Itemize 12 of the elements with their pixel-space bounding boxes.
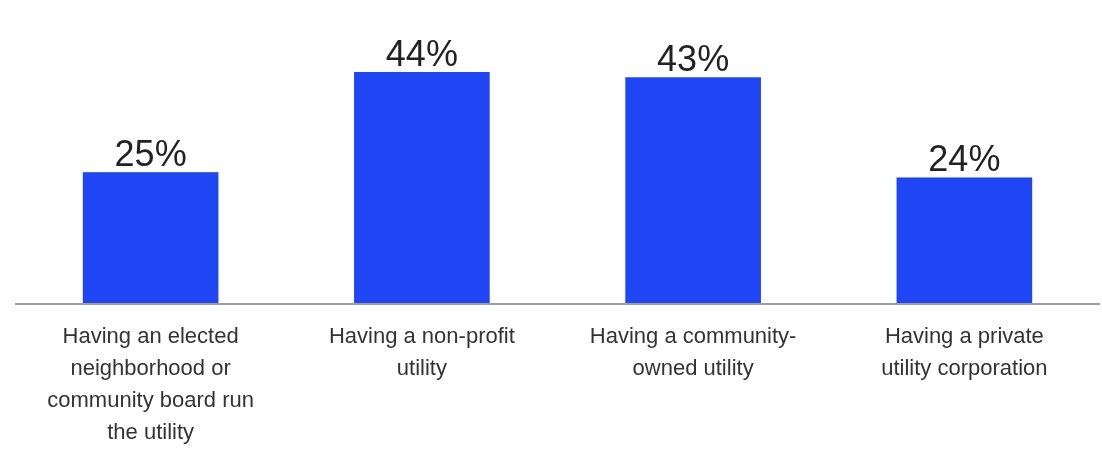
x-tick-label: Having a private utility corporation xyxy=(881,323,1048,380)
data-label: 43% xyxy=(657,38,730,80)
bar xyxy=(896,177,1033,304)
data-label: 24% xyxy=(928,138,1001,180)
x-tick-label: Having an elected neighborhood or community board run the utility xyxy=(47,323,254,444)
x-tick-label: Having a non-profit utility xyxy=(328,323,515,380)
data-label: 44% xyxy=(385,33,458,74)
x-tick-label: Having a community-owned utility xyxy=(589,323,797,380)
data-label: 25% xyxy=(114,133,187,175)
bar xyxy=(82,172,219,304)
bar xyxy=(354,72,490,304)
bar xyxy=(625,77,761,304)
